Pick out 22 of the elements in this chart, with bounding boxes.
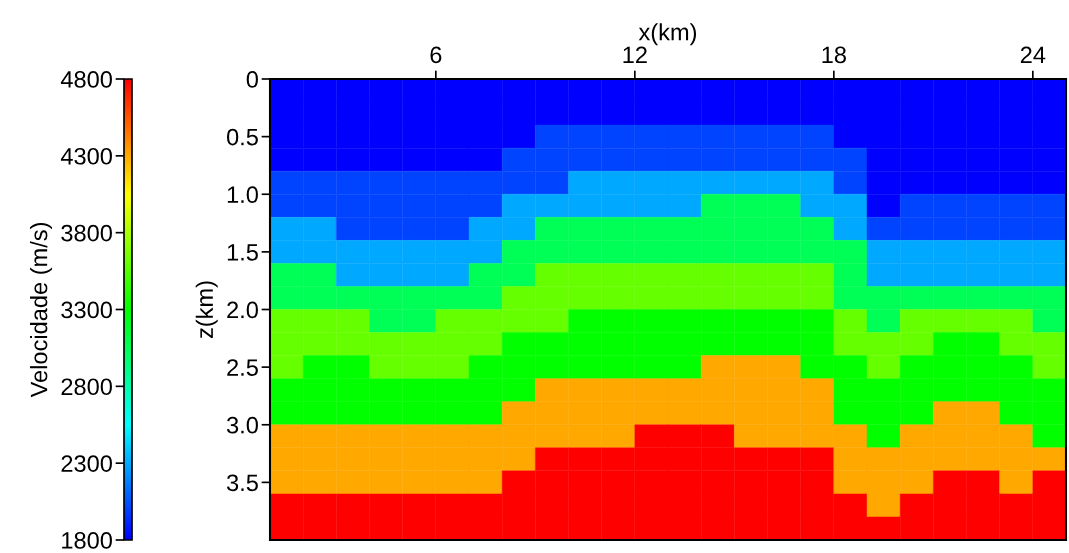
y-tick-label: 2.5 <box>227 359 258 376</box>
y-tick-label: 3.5 <box>226 474 258 492</box>
color-bar-label: 2800 <box>61 378 112 396</box>
y-tick-label: 0.5 <box>226 128 258 146</box>
y-tick-label: 1.5 <box>227 244 258 261</box>
x-tick-label: 12 <box>623 46 647 63</box>
x-tick-label: 6 <box>430 46 442 64</box>
color-bar-label: 4300 <box>60 147 112 165</box>
color-bar-label: 2300 <box>61 455 112 472</box>
color-bar-label: 3300 <box>61 301 112 319</box>
x-axis-title: x(km) <box>638 23 697 46</box>
y-tick-label: 1.0 <box>227 186 258 204</box>
color-bar-label: 1800 <box>62 532 112 549</box>
x-tick-label: 18 <box>822 46 846 64</box>
y-tick-label: 3.0 <box>226 416 258 434</box>
y-tick-label: 2.0 <box>227 301 258 319</box>
x-tick-label: 24 <box>1020 46 1046 63</box>
color-bar-title: Velocidade (m/s) <box>30 223 53 398</box>
color-bar-label: 4800 <box>60 71 112 88</box>
color-bar-label: 3800 <box>61 224 112 242</box>
y-axis-title: z(km) <box>195 281 218 339</box>
y-tick-label: 0 <box>246 71 258 88</box>
